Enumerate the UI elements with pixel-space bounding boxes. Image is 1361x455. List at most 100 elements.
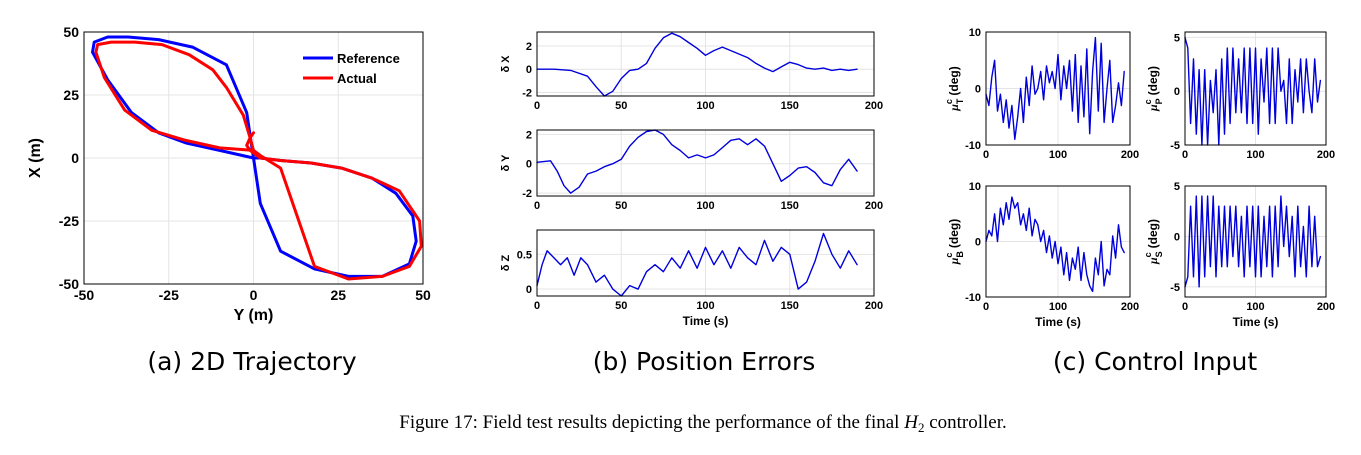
y-tick-label: 5 bbox=[1174, 181, 1180, 193]
y-tick-label: 0 bbox=[975, 83, 981, 95]
figure-caption-math: H bbox=[903, 412, 919, 433]
subfigure-caption-a: (a) 2D Trajectory bbox=[147, 347, 357, 376]
x-tick-label: 0 bbox=[534, 200, 540, 212]
y-axis-label: δ Z bbox=[500, 254, 512, 271]
y-tick-label: -2 bbox=[522, 87, 532, 99]
y-axis-label-symbol: μ bbox=[1146, 257, 1160, 265]
x-tick-label: 200 bbox=[865, 200, 883, 212]
x-tick-label: 0 bbox=[250, 287, 258, 303]
y-axis-label-sup: c bbox=[1143, 99, 1153, 104]
y-axis-label-unit: (deg) bbox=[947, 66, 961, 95]
legend-entry: Actual bbox=[337, 71, 377, 86]
x-tick-label: 200 bbox=[1121, 301, 1139, 313]
plot-frame-muT bbox=[985, 31, 1131, 146]
series-line bbox=[536, 32, 858, 97]
y-axis-label-unit: (deg) bbox=[1146, 66, 1160, 95]
series-line bbox=[536, 232, 858, 297]
x-tick-label: 50 bbox=[615, 100, 627, 112]
x-tick-label: 0 bbox=[534, 300, 540, 312]
x-tick-label: 50 bbox=[415, 287, 431, 303]
y-tick-label: -5 bbox=[1170, 140, 1180, 152]
plot-frame-muS bbox=[1184, 185, 1327, 298]
x-axis-label: Y (m) bbox=[234, 307, 274, 324]
y-axis-label: μcT (deg) bbox=[944, 66, 965, 112]
y-tick-label: 25 bbox=[63, 87, 79, 103]
subfigure-caption-c: (c) Control Input bbox=[1053, 347, 1257, 376]
x-tick-label: 0 bbox=[534, 100, 540, 112]
y-tick-label: 0 bbox=[1174, 231, 1180, 243]
x-tick-label: 150 bbox=[781, 100, 799, 112]
series-line bbox=[536, 129, 858, 194]
subfigure-caption-b: (b) Position Errors bbox=[593, 347, 816, 376]
y-axis-label-sub: T bbox=[955, 98, 965, 104]
x-tick-label: 100 bbox=[696, 100, 714, 112]
series-line bbox=[985, 36, 1125, 141]
plot-frame-traj bbox=[83, 31, 424, 285]
x-tick-label: 200 bbox=[865, 100, 883, 112]
x-tick-label: 0 bbox=[983, 301, 989, 313]
x-tick-label: 200 bbox=[865, 300, 883, 312]
y-axis-label-sup: c bbox=[944, 99, 954, 104]
y-axis-label-sub: S bbox=[1154, 251, 1164, 257]
y-tick-label: 0 bbox=[526, 284, 532, 296]
x-tick-label: 150 bbox=[781, 300, 799, 312]
y-axis-label: δ Y bbox=[500, 154, 512, 172]
x-axis-label: Time (s) bbox=[1233, 315, 1279, 329]
y-axis-label: μcP (deg) bbox=[1143, 66, 1164, 112]
plot-frame-dX bbox=[536, 31, 875, 97]
x-tick-label: -25 bbox=[159, 287, 179, 303]
x-tick-label: 100 bbox=[696, 300, 714, 312]
y-axis-label-symbol: μ bbox=[947, 104, 961, 112]
y-axis-label: δ X bbox=[500, 55, 512, 73]
series-line-actual bbox=[94, 40, 423, 281]
y-tick-label: 50 bbox=[63, 24, 79, 40]
x-tick-label: 100 bbox=[1049, 149, 1067, 161]
y-tick-label: -5 bbox=[1170, 282, 1180, 294]
y-tick-label: 0 bbox=[975, 236, 981, 248]
y-axis-label-unit: (deg) bbox=[947, 219, 961, 248]
y-tick-label: 5 bbox=[1174, 32, 1180, 44]
x-tick-label: 0 bbox=[1182, 301, 1188, 313]
x-tick-label: 100 bbox=[1246, 149, 1264, 161]
y-axis-label-sub: B bbox=[955, 251, 965, 258]
y-tick-label: -10 bbox=[965, 140, 981, 152]
y-tick-label: 0 bbox=[1174, 86, 1180, 98]
figure-caption-suffix: controller. bbox=[924, 412, 1006, 433]
x-tick-label: 0 bbox=[1182, 149, 1188, 161]
plot-frame-dZ bbox=[536, 229, 875, 297]
x-tick-label: 0 bbox=[983, 149, 989, 161]
y-tick-label: 0 bbox=[526, 64, 532, 76]
y-axis-label-sup: c bbox=[1143, 252, 1153, 257]
y-axis-label: X (m) bbox=[27, 138, 44, 178]
plot-frame-muP bbox=[1184, 31, 1327, 146]
series-line bbox=[1184, 195, 1322, 288]
y-tick-label: 0 bbox=[71, 150, 79, 166]
figure-caption-prefix: Figure 17: Field test results depicting … bbox=[399, 412, 904, 433]
x-tick-label: 200 bbox=[1317, 301, 1335, 313]
x-tick-label: 100 bbox=[696, 200, 714, 212]
y-axis-label-symbol: μ bbox=[947, 257, 961, 265]
y-tick-label: -25 bbox=[59, 213, 79, 229]
y-axis-label-unit: (deg) bbox=[1146, 219, 1160, 248]
y-tick-label: 10 bbox=[969, 181, 981, 193]
y-tick-label: 2 bbox=[526, 129, 532, 141]
plot-frame-muB bbox=[985, 185, 1131, 298]
chart-panel-dZ: 0 50 100 150 200 0.5 0 Time (s) δ Z bbox=[500, 229, 883, 328]
y-tick-label: 10 bbox=[969, 27, 981, 39]
y-axis-label-symbol: μ bbox=[1146, 104, 1160, 112]
x-tick-label: -50 bbox=[74, 287, 94, 303]
y-axis-label: μcS (deg) bbox=[1143, 219, 1164, 265]
y-axis-label-sup: c bbox=[944, 253, 954, 258]
x-tick-label: 25 bbox=[330, 287, 346, 303]
y-axis-label-sub: P bbox=[1154, 98, 1164, 104]
y-tick-label: -2 bbox=[522, 188, 532, 200]
y-tick-label: -10 bbox=[965, 292, 981, 304]
figure-caption-math-sub: 2 bbox=[918, 420, 925, 435]
